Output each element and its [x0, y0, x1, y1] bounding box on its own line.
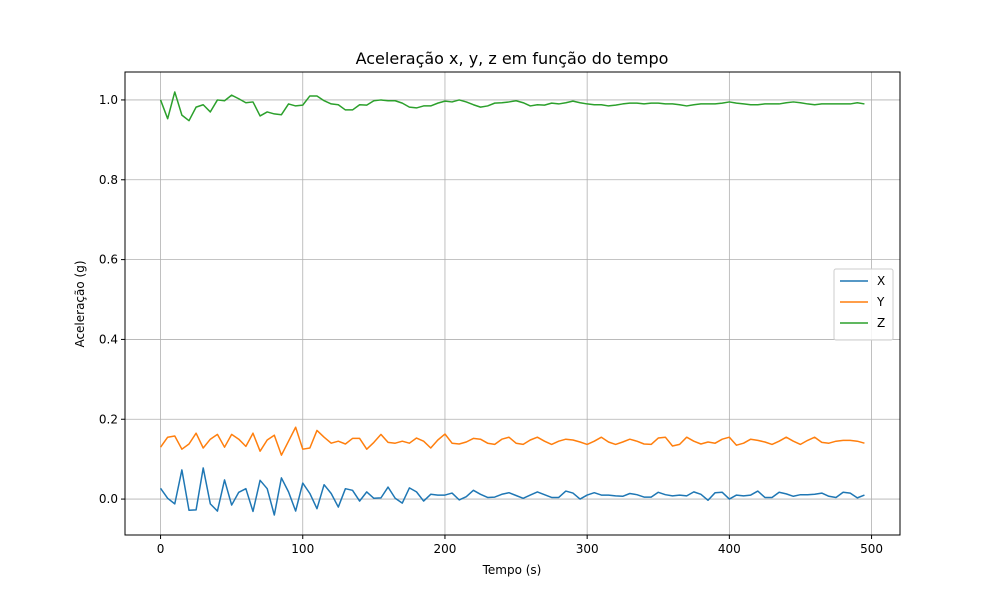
series-line-y — [159, 426, 865, 456]
y-tick-label: 1.0 — [99, 93, 118, 107]
x-axis-label: Tempo (s) — [482, 563, 542, 577]
series-layer — [159, 91, 865, 516]
series-line-x — [159, 467, 865, 516]
legend-label-z: Z — [877, 316, 885, 330]
x-tick-label: 100 — [291, 542, 314, 556]
series-line-z — [159, 91, 865, 122]
y-axis: 0.0 0.2 0.4 0.6 0.8 1.0 — [99, 93, 125, 506]
y-tick-label: 0.6 — [99, 253, 118, 267]
legend: XYZ — [833, 268, 894, 341]
x-tick-label: 300 — [576, 542, 599, 556]
x-axis: 0 100 200 300 400 500 — [157, 535, 883, 556]
legend-label-y: Y — [876, 295, 885, 309]
y-tick-label: 0.8 — [99, 173, 118, 187]
grid — [125, 72, 900, 535]
x-tick-label: 0 — [157, 542, 165, 556]
y-axis-label: Aceleração (g) — [73, 260, 87, 347]
x-tick-label: 500 — [860, 542, 883, 556]
chart-title: Aceleração x, y, z em função do tempo — [356, 49, 669, 68]
plot-frame — [124, 71, 901, 536]
y-tick-label: 0.2 — [99, 412, 118, 426]
y-tick-label: 0.4 — [99, 332, 118, 346]
x-tick-label: 400 — [718, 542, 741, 556]
legend-label-x: X — [877, 274, 885, 288]
y-tick-label: 0.0 — [99, 492, 118, 506]
x-tick-label: 200 — [434, 542, 457, 556]
